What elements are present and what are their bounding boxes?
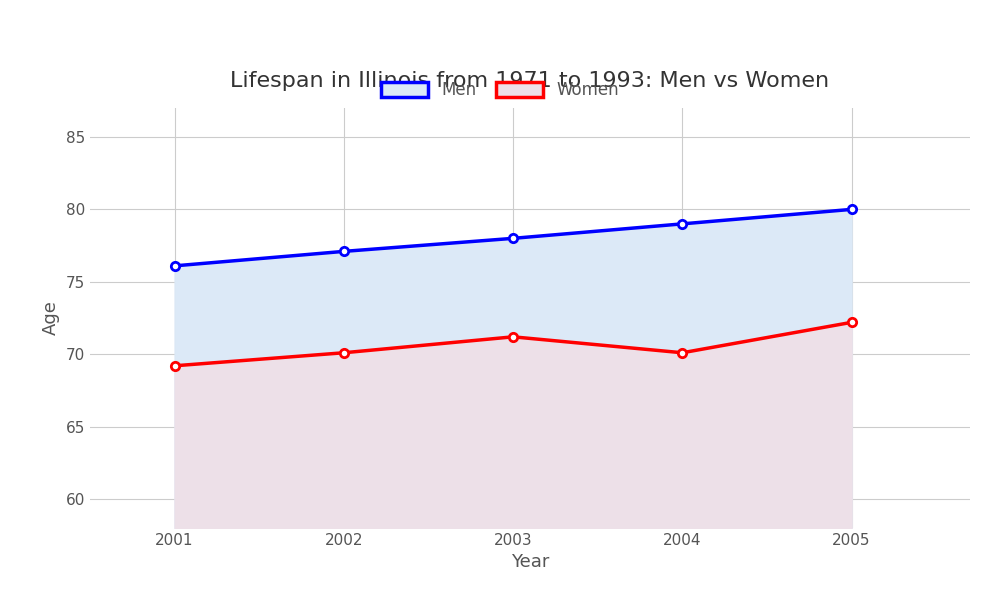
X-axis label: Year: Year bbox=[511, 553, 549, 571]
Title: Lifespan in Illinois from 1971 to 1993: Men vs Women: Lifespan in Illinois from 1971 to 1993: … bbox=[230, 71, 830, 91]
Y-axis label: Age: Age bbox=[42, 301, 60, 335]
Legend: Men, Women: Men, Women bbox=[374, 74, 626, 106]
